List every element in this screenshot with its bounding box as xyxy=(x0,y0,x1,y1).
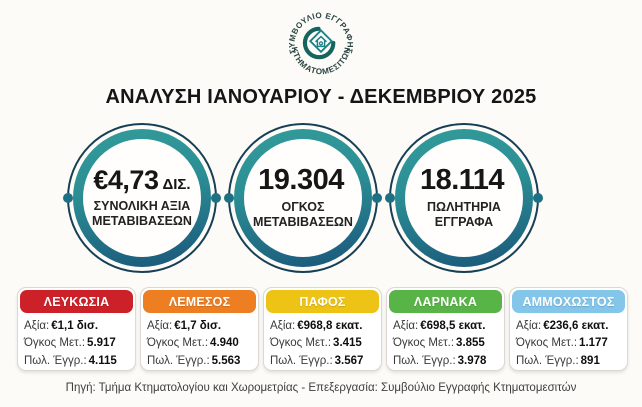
district-name: ΛΕΜΕΣΟΣ xyxy=(143,290,256,313)
district-name: ΛΑΡΝΑΚΑ xyxy=(389,290,502,313)
stat-unit: ΔΙΣ. xyxy=(162,176,191,193)
district-data: Αξία: €698,5 εκατ. Όγκος Μετ.: 3.855 Πωλ. … xyxy=(393,320,487,367)
district-card-lefkosia: ΛΕΥΚΩΣΙΑ Αξία: €1,1 δισ. Όγκος Μετ.: 5.917… xyxy=(17,287,136,371)
district-name: ΠΑΦΟΣ xyxy=(266,290,379,313)
stat-label: ΣΥΝΟΛΙΚΗ ΑΞΙΑ ΜΕΤΑΒΙΒΑΣΕΩΝ xyxy=(92,199,192,228)
stat-content: 19.304 ΟΓΚΟΣ ΜΕΤΑΒΙΒΑΣΕΩΝ xyxy=(244,139,362,257)
ring-inner xyxy=(244,139,362,257)
source-note: Πηγή: Τμήμα Κτηματολογίου και Χωρομετρία… xyxy=(65,382,577,394)
district-card-lemesos: ΛΕΜΕΣΟΣ Αξία: €1,7 δισ. Όγκος Μετ.: 4.940 … xyxy=(140,287,259,371)
ring-inner xyxy=(405,139,523,257)
ring-dot-left xyxy=(385,193,395,203)
district-data: Αξία: €968,8 εκατ. Όγκος Μετ.: 3.415 Πωλ. … xyxy=(270,320,364,367)
logo-leaf-house-icon xyxy=(302,26,336,60)
stat-content: €4,73 ΔΙΣ. ΣΥΝΟΛΙΚΗ ΑΞΙΑ ΜΕΤΑΒΙΒΑΣΕΩΝ xyxy=(83,139,201,257)
stat-value: €4,73 xyxy=(93,165,159,195)
district-name: ΑΜΜΟΧΩΣΤΟΣ xyxy=(512,290,625,313)
stat-content: 18.114 ΠΩΛΗΤΗΡΙΑ ΕΓΓΡΑΦΑ xyxy=(405,139,523,257)
council-logo: ΣΥΜΒΟΥΛΙΟ ΕΓΓΡΑΦΗΣ ΚΤΗΜΑΤΟΜΕΣΙΤΩΝ xyxy=(269,5,373,81)
ring-dot-right xyxy=(211,193,221,203)
ring-dot-left xyxy=(224,193,234,203)
page-title: ΑΝΑΛΥΣΗ ΙΑΝΟΥΑΡΙΟΥ - ΔΕΚΕΜΒΡΙΟΥ 2025 xyxy=(105,86,537,108)
district-cards-row: ΛΕΥΚΩΣΙΑ Αξία: €1,1 δισ. Όγκος Μετ.: 5.917… xyxy=(17,287,628,371)
district-card-pafos: ΠΑΦΟΣ Αξία: €968,8 εκατ. Όγκος Μετ.: 3.415… xyxy=(263,287,382,371)
stat-label: ΟΓΚΟΣ ΜΕΤΑΒΙΒΑΣΕΩΝ xyxy=(253,200,353,229)
council-logo-icon: ΣΥΜΒΟΥΛΙΟ ΕΓΓΡΑΦΗΣ ΚΤΗΜΑΤΟΜΕΣΙΤΩΝ xyxy=(287,11,354,76)
district-data: Αξία: €236,6 εκατ. Όγκος Μετ.: 1.177 Πωλ. … xyxy=(516,320,609,367)
stats-row: €4,73 ΔΙΣ. ΣΥΝΟΛΙΚΗ ΑΞΙΑ ΜΕΤΑΒΙΒΑΣΕΩΝ 19… xyxy=(63,123,543,273)
ring-dot-right xyxy=(372,193,382,203)
district-data: Αξία: €1,1 δισ. Όγκος Μετ.: 5.917 Πωλ. Έγγ… xyxy=(24,320,117,367)
district-card-ammochostos: ΑΜΜΟΧΩΣΤΟΣ Αξία: €236,6 εκατ. Όγκος Μετ.:… xyxy=(509,287,628,371)
stat-value: 19.304 xyxy=(258,164,344,196)
ring-dot-right xyxy=(533,193,543,203)
district-name: ΛΕΥΚΩΣΙΑ xyxy=(20,290,133,313)
district-card-larnaka: ΛΑΡΝΑΚΑ Αξία: €698,5 εκατ. Όγκος Μετ.: 3.8… xyxy=(386,287,505,371)
stat-circle-sale-documents: 18.114 ΠΩΛΗΤΗΡΙΑ ΕΓΓΡΑΦΑ xyxy=(385,123,543,273)
stat-label: ΠΩΛΗΤΗΡΙΑ ΕΓΓΡΑΦΑ xyxy=(427,200,501,229)
stat-circle-total-value: €4,73 ΔΙΣ. ΣΥΝΟΛΙΚΗ ΑΞΙΑ ΜΕΤΑΒΙΒΑΣΕΩΝ xyxy=(63,123,221,273)
stat-circle-transfer-volume: 19.304 ΟΓΚΟΣ ΜΕΤΑΒΙΒΑΣΕΩΝ xyxy=(224,123,382,273)
stat-value: 18.114 xyxy=(419,164,505,196)
ring-dot-left xyxy=(63,193,73,203)
district-data: Αξία: €1,7 δισ. Όγκος Μετ.: 4.940 Πωλ. Έγγ… xyxy=(147,320,241,367)
ring-inner xyxy=(83,139,201,257)
